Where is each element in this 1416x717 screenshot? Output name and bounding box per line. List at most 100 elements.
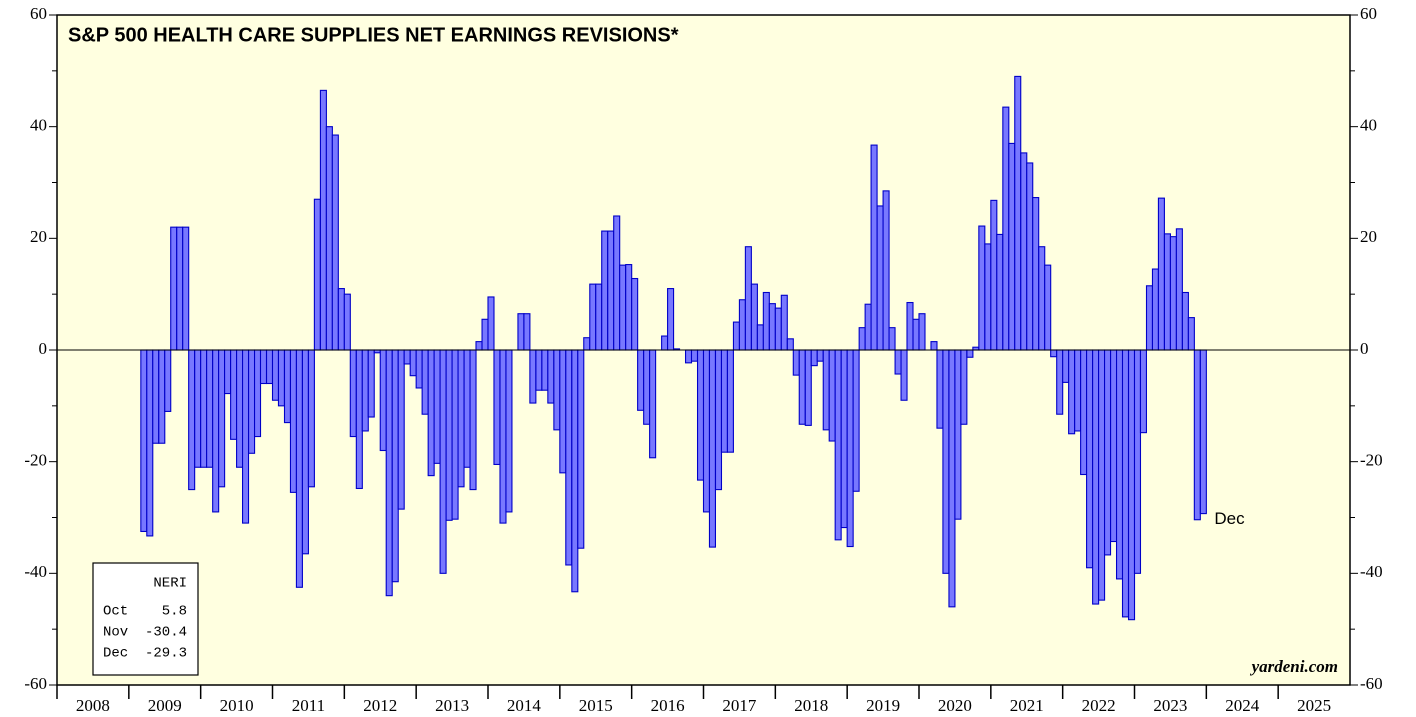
bar — [637, 349, 645, 411]
bar — [696, 349, 705, 481]
bar — [786, 338, 794, 351]
bar — [1187, 317, 1195, 351]
bar — [625, 264, 633, 351]
bar — [846, 349, 854, 548]
y-tick-label: 0 — [39, 339, 48, 358]
chart-title: S&P 500 HEALTH CARE SUPPLIES NET EARNING… — [68, 24, 679, 46]
bar — [541, 349, 549, 391]
bar — [834, 349, 842, 541]
bar — [1020, 152, 1028, 351]
bar — [894, 349, 902, 375]
x-tick-label: 2009 — [148, 696, 182, 715]
bar — [439, 349, 447, 574]
bar — [816, 349, 824, 362]
bar — [343, 293, 351, 351]
bar — [631, 277, 639, 351]
bar — [182, 226, 190, 351]
bar — [499, 349, 507, 524]
bar — [248, 349, 256, 454]
x-tick-label: 2019 — [866, 696, 900, 715]
bar — [1056, 349, 1064, 415]
legend-month: Nov — [103, 625, 128, 641]
bar — [589, 283, 597, 351]
bar — [212, 349, 220, 513]
bar — [289, 349, 297, 493]
y-tick-label: 60 — [30, 4, 47, 23]
y-tick-label: -40 — [1360, 562, 1383, 581]
x-tick-label: 2018 — [794, 696, 828, 715]
bar — [601, 230, 609, 351]
bar — [1133, 349, 1142, 574]
bar — [912, 318, 920, 351]
bar — [768, 303, 776, 351]
bar — [391, 349, 399, 583]
bar — [337, 288, 345, 351]
bar — [1050, 349, 1058, 358]
bar — [295, 349, 303, 588]
bar — [493, 349, 501, 466]
bar — [421, 349, 429, 415]
x-tick-label: 2013 — [435, 696, 469, 715]
bar — [858, 327, 866, 351]
bar — [481, 318, 489, 351]
bar — [331, 134, 339, 351]
bar — [1151, 268, 1159, 351]
bar — [966, 349, 974, 358]
bar — [463, 349, 471, 468]
bar — [870, 144, 878, 351]
bar — [427, 349, 435, 477]
bar — [1127, 349, 1136, 621]
bar — [1163, 233, 1171, 351]
bar — [1086, 349, 1094, 569]
bar — [1199, 349, 1207, 515]
bar — [188, 349, 196, 491]
bar — [1080, 349, 1088, 476]
bar — [798, 349, 806, 425]
bar — [206, 349, 214, 468]
bar — [984, 243, 992, 351]
bar — [415, 349, 423, 389]
bar — [224, 349, 232, 395]
bar — [619, 264, 627, 351]
bar — [607, 230, 615, 351]
x-tick-label: 2024 — [1225, 696, 1260, 715]
bar — [176, 226, 184, 351]
legend-title: NERI — [153, 576, 187, 592]
bar — [684, 349, 693, 364]
x-tick-label: 2021 — [1010, 696, 1044, 715]
bar — [1181, 291, 1189, 351]
bar — [164, 349, 172, 412]
legend-value: -29.3 — [145, 646, 187, 662]
legend-value: 5.8 — [162, 604, 187, 620]
bar — [457, 349, 465, 488]
bar — [535, 349, 543, 391]
bar — [876, 205, 884, 351]
bar — [762, 291, 770, 351]
bar — [1103, 349, 1112, 556]
bar — [259, 349, 268, 385]
bar — [1068, 349, 1076, 435]
bar — [996, 233, 1004, 351]
bar — [283, 349, 292, 424]
bar — [948, 349, 956, 608]
bar — [385, 349, 393, 597]
bar — [1145, 285, 1154, 351]
bar — [277, 349, 285, 407]
bar — [1074, 349, 1082, 432]
bar — [714, 349, 723, 491]
bar — [595, 283, 603, 351]
x-tick-label: 2010 — [220, 696, 254, 715]
bar — [774, 307, 782, 351]
bar — [942, 349, 950, 574]
bar — [583, 337, 591, 351]
bar — [253, 349, 262, 438]
bar — [1044, 264, 1052, 351]
bar — [505, 349, 513, 513]
bar — [990, 199, 998, 351]
y-tick-label: 20 — [1360, 227, 1377, 246]
bar — [864, 303, 872, 351]
bar — [451, 349, 459, 520]
bar — [241, 349, 250, 524]
x-tick-label: 2023 — [1153, 696, 1187, 715]
